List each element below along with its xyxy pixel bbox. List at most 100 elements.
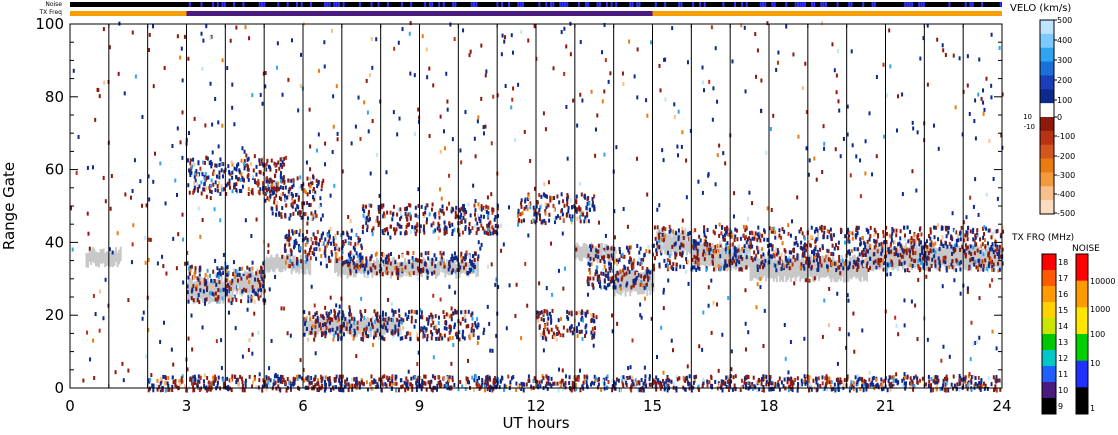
velocity-echo (488, 388, 491, 393)
scattered-echo (494, 282, 497, 287)
velocity-echo (253, 377, 256, 382)
velocity-echo (540, 379, 543, 384)
velocity-echo (854, 235, 857, 240)
velocity-echo (476, 378, 479, 383)
velocity-echo (543, 309, 546, 314)
velocity-echo (308, 251, 311, 256)
velocity-echo (538, 380, 541, 385)
velocity-echo (314, 320, 317, 325)
velocity-echo (410, 315, 413, 320)
velocity-echo (320, 374, 323, 379)
velocity-echo (724, 229, 727, 234)
velocity-echo (692, 241, 695, 246)
velocity-echo (294, 207, 297, 212)
velocity-echo (487, 211, 490, 216)
velocity-echo (833, 382, 836, 387)
velocity-echo (827, 257, 830, 262)
velocity-echo (608, 261, 611, 266)
velocity-echo (610, 246, 613, 251)
velocity-echo (398, 319, 401, 324)
velocity-echo (919, 226, 922, 231)
velocity-echo (156, 378, 159, 383)
ground-scatter-cell (304, 320, 307, 335)
velocity-echo (921, 250, 924, 255)
velocity-echo (837, 386, 840, 391)
ground-scatter-cell (304, 259, 307, 275)
velocity-echo (461, 335, 464, 340)
velocity-echo (601, 255, 604, 260)
velocity-echo (308, 186, 311, 191)
velocity-echo (658, 238, 661, 243)
velocity-echo (198, 281, 201, 286)
velocity-echo (996, 252, 999, 257)
velocity-echo (941, 386, 944, 391)
velocity-echo (761, 233, 764, 238)
velocity-echo (973, 262, 976, 267)
velocity-echo (254, 180, 257, 185)
velocity-echo (420, 253, 423, 258)
velocity-echo (538, 213, 541, 218)
velocity-echo (822, 386, 825, 391)
ground-scatter-cell (394, 316, 397, 332)
velocity-echo (347, 235, 350, 240)
velocity-echo (374, 312, 377, 317)
velocity-echo (655, 252, 658, 257)
velocity-echo (195, 169, 198, 174)
velocity-echo (427, 251, 430, 256)
velocity-echo (321, 323, 324, 328)
velocity-echo (164, 376, 167, 381)
velocity-echo (790, 250, 793, 255)
velocity-echo (398, 223, 401, 228)
velocity-echo (594, 379, 597, 384)
scattered-echo (214, 96, 217, 101)
velocity-echo (593, 374, 596, 379)
velocity-echo (218, 173, 221, 178)
ground-scatter-cell (93, 248, 96, 264)
ground-scatter-cell (344, 260, 347, 275)
velocity-echo (800, 382, 803, 387)
velocity-echo (724, 382, 727, 387)
velocity-echo (855, 225, 858, 230)
velocity-echo (886, 263, 889, 268)
velocity-echo (268, 164, 271, 169)
ground-scatter-cell (912, 245, 915, 268)
velocity-echo (741, 246, 744, 251)
ground-scatter-cell (389, 264, 392, 279)
velocity-echo (267, 184, 270, 189)
ground-scatter-cell (452, 257, 455, 272)
velocity-echo (648, 374, 651, 379)
velocity-echo (994, 387, 997, 392)
velocity-echo (445, 206, 448, 211)
velocity-echo (289, 259, 292, 264)
velocity-echo (540, 204, 543, 209)
velocity-echo (286, 255, 289, 260)
velocity-echo (194, 171, 197, 176)
velocity-echo (876, 383, 879, 388)
velocity-echo (547, 203, 550, 208)
noise-bar-tick (610, 2, 613, 7)
velocity-echo (607, 379, 610, 384)
velocity-echo (206, 376, 209, 381)
scattered-echo (477, 240, 480, 245)
velocity-echo (925, 256, 928, 261)
velocity-echo (940, 242, 943, 247)
velocity-echo (590, 382, 593, 387)
velocity-echo (525, 382, 528, 387)
velocity-echo (621, 275, 624, 280)
velocity-echo (474, 217, 477, 222)
velocity-echo (509, 382, 512, 387)
ground-scatter-cell (612, 245, 615, 260)
velocity-echo (930, 240, 933, 245)
velocity-echo (945, 374, 948, 379)
velocity-echo (697, 257, 700, 262)
velocity-echo (230, 300, 233, 305)
noise-bar-tick (799, 2, 802, 7)
velocity-echo (685, 260, 688, 265)
ground-scatter-cell (831, 256, 834, 279)
scattered-echo (855, 154, 858, 159)
velocity-echo (187, 275, 190, 280)
ground-scatter-cell (334, 318, 337, 333)
velocity-echo (941, 225, 944, 230)
velocity-echo (567, 205, 570, 210)
velocity-echo (994, 249, 997, 254)
